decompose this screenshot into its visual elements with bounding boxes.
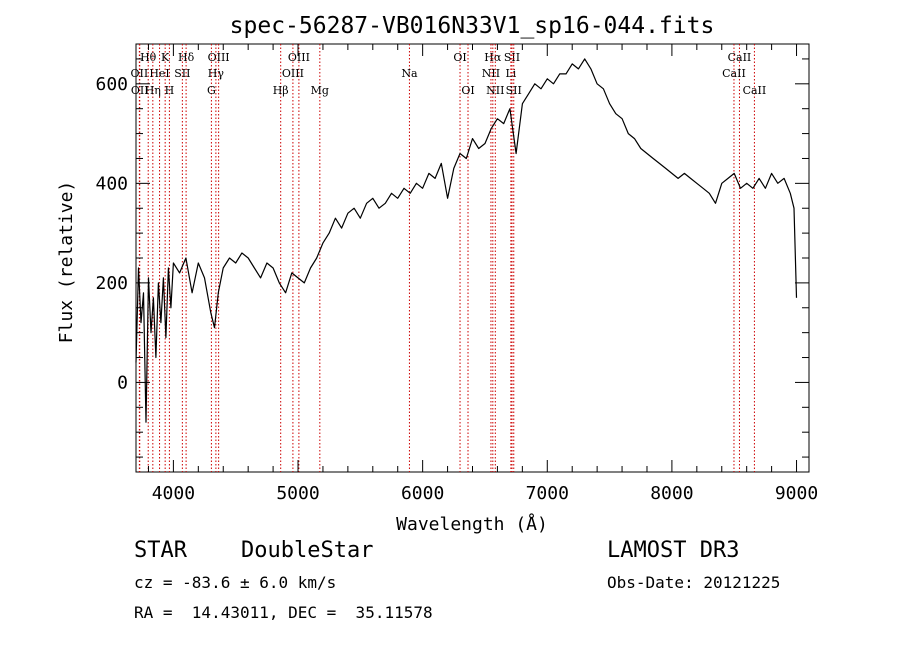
x-tick-label: 8000 [650, 483, 693, 504]
line-marker-label: CaII [728, 51, 752, 64]
line-marker-label: H [165, 84, 175, 97]
line-marker-label: Hα [484, 51, 502, 64]
line-marker-label: G [207, 84, 216, 97]
line-marker-label: OIII [282, 67, 304, 80]
line-marker-label: Na [401, 67, 418, 80]
y-tick-label: 600 [95, 74, 128, 95]
x-tick-label: 4000 [152, 483, 195, 504]
spectrum-series [135, 58, 798, 423]
y-tick-label: 0 [117, 372, 128, 393]
line-marker-label: Li [505, 67, 516, 80]
line-marker-label: SII [504, 51, 520, 64]
redshift-value: cz = -83.6 ± 6.0 km/s [134, 573, 337, 592]
line-marker-label: Hθ [140, 51, 157, 64]
line-marker-label: HeI [149, 67, 169, 80]
line-marker-label: OII [131, 84, 149, 97]
x-tick-label: 5000 [276, 483, 319, 504]
y-axis-ticks: 0 200 400 600 [95, 58, 809, 458]
line-marker-label: NII [482, 67, 500, 80]
line-marker-label: Hβ [273, 84, 289, 97]
line-marker-label: NII [486, 84, 504, 97]
line-marker-label: Hδ [178, 51, 195, 64]
line-marker-label: OI [453, 51, 466, 64]
survey-name: LAMOST DR3 [607, 538, 740, 563]
line-marker-label: OIII [288, 51, 310, 64]
line-marker-label: Hγ [208, 67, 225, 80]
y-tick-label: 200 [95, 273, 128, 294]
coordinates: RA = 14.43011, DEC = 35.11578 [134, 603, 433, 622]
x-axis-label: Wavelength (Å) [396, 513, 548, 535]
x-axis-ticks: 4000 5000 6000 7000 8000 9000 [147, 44, 818, 504]
line-marker-label: OI [461, 84, 474, 97]
line-marker-label: CaII [743, 84, 767, 97]
y-tick-label: 400 [95, 173, 128, 194]
chart-title: spec-56287-VB016N33V1_sp16-044.fits [230, 13, 715, 39]
line-marker-label: CaII [722, 67, 746, 80]
x-tick-label: 7000 [526, 483, 569, 504]
object-class: STAR [134, 538, 187, 563]
y-axis-label: Flux (relative) [56, 181, 77, 344]
object-subclass: DoubleStar [241, 538, 374, 563]
x-tick-label: 9000 [775, 483, 818, 504]
line-marker-group: HθOIIOIIKHeIHηHδSIIHOIIIHγGHβOIIIOIIIMgN… [131, 44, 767, 472]
line-marker-label: SII [174, 67, 190, 80]
line-marker-label: Mg [311, 84, 329, 97]
line-marker-label: OIII [208, 51, 230, 64]
observation-date: Obs-Date: 20121225 [607, 573, 781, 592]
x-tick-label: 6000 [401, 483, 444, 504]
line-marker-label: SII [506, 84, 522, 97]
plot-frame [135, 43, 810, 473]
spectrum-line [135, 58, 798, 423]
line-marker-label: K [161, 51, 170, 64]
line-marker-label: Hη [145, 84, 161, 97]
